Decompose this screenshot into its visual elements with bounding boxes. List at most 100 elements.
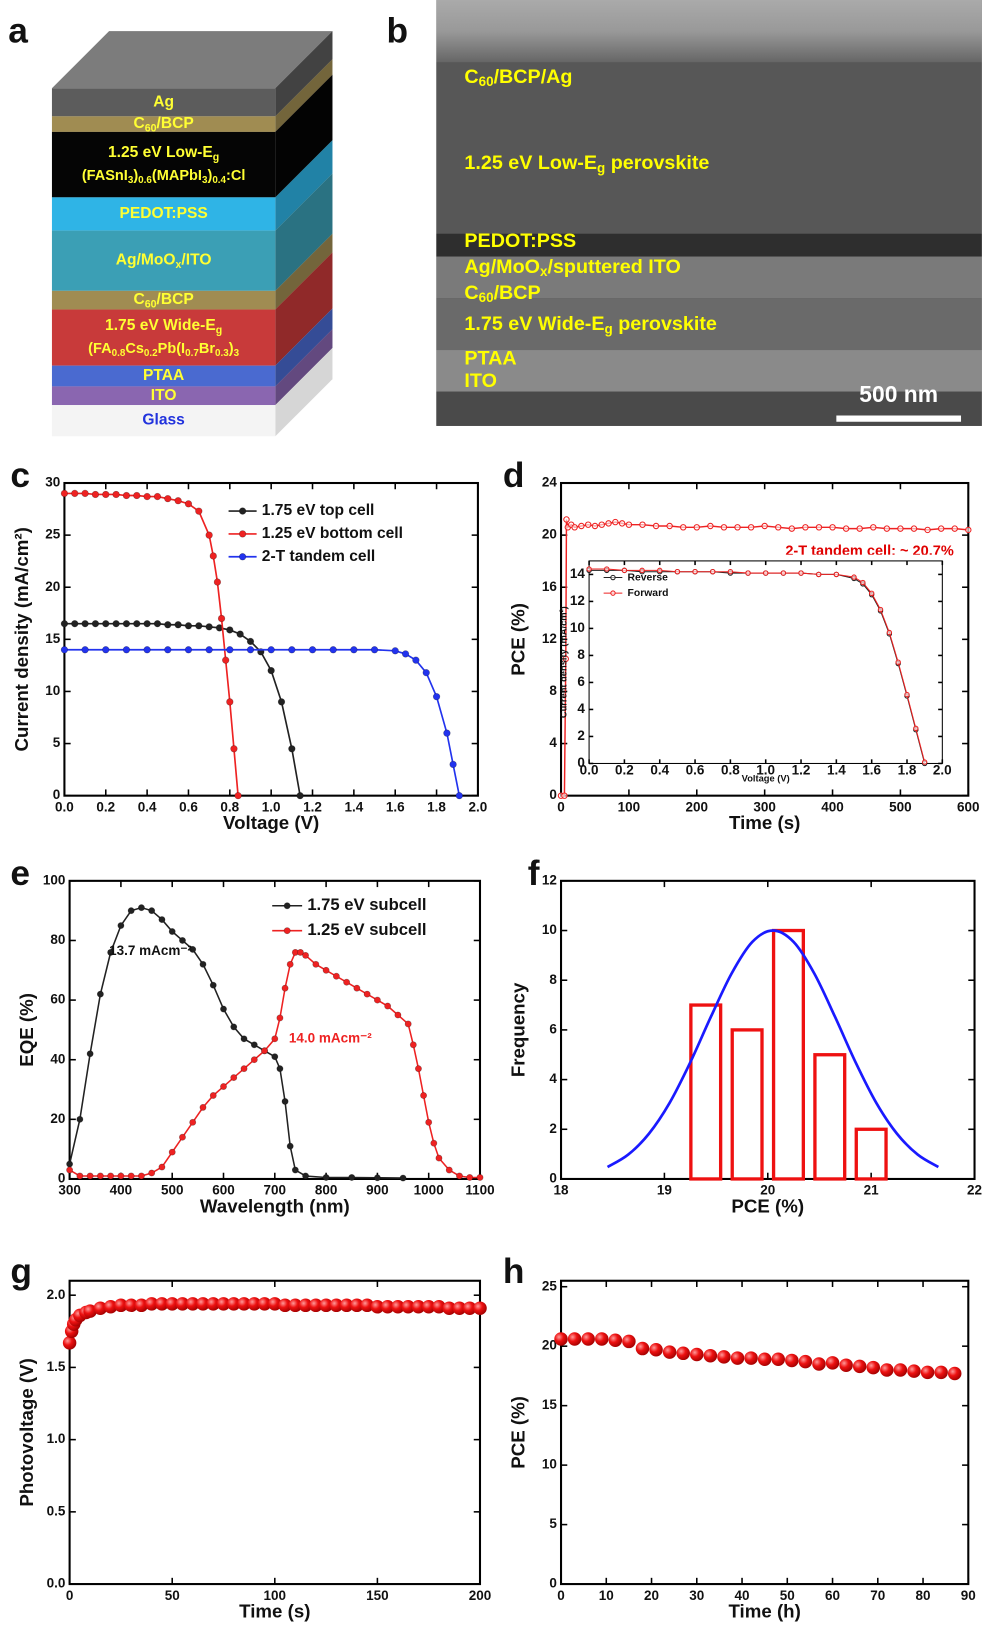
y-axis-label: Current density (mA/cm²) <box>11 527 32 751</box>
y-tick-label: 0 <box>577 755 585 770</box>
y-tick-label: 6 <box>577 674 585 689</box>
label-part: Pb(I <box>158 341 185 357</box>
layer-side <box>275 31 333 117</box>
data-point <box>598 521 605 528</box>
x-tick-label: 1.6 <box>862 763 881 778</box>
data-point <box>350 646 358 654</box>
data-point <box>102 490 110 499</box>
x-tick-label: 2.0 <box>469 799 488 814</box>
data-point <box>185 1297 200 1311</box>
data-point <box>710 569 716 575</box>
x-axis-label: Time (s) <box>239 1600 310 1621</box>
data-point <box>775 524 782 531</box>
data-point <box>422 669 430 677</box>
data-point <box>757 1352 772 1367</box>
label: (FASnI3)0.6(MAPbI3)0.4:Cl <box>82 168 246 186</box>
label-part: C <box>464 282 478 304</box>
label-part: perovskite <box>605 152 709 174</box>
data-point <box>904 691 910 698</box>
data-point <box>612 518 619 526</box>
label-part: 0.4 <box>212 175 226 186</box>
sem-image <box>436 0 982 426</box>
label-part: Ag/MoO <box>464 256 540 278</box>
layer-top-shade <box>51 31 333 89</box>
label-part: PEDOT:PSS <box>119 205 207 222</box>
data-point <box>744 1351 758 1365</box>
data-point <box>127 1172 135 1180</box>
x-tick-label: 400 <box>110 1183 133 1198</box>
data-point <box>812 1357 826 1371</box>
x-tick-label: 50 <box>165 1588 180 1603</box>
layer-side <box>275 252 333 366</box>
x-tick-label: 0.4 <box>650 763 669 778</box>
label-part: /ITO <box>181 252 211 269</box>
data-point <box>230 745 238 753</box>
data-point <box>143 620 151 628</box>
y-tick-label: 2 <box>577 728 585 743</box>
y-tick-label: 4 <box>549 735 557 750</box>
data-point <box>206 1297 220 1311</box>
data-point <box>415 1065 422 1073</box>
y-tick-label: 0 <box>549 1171 557 1186</box>
y-tick-label: 40 <box>50 1051 65 1066</box>
data-point <box>261 1047 268 1055</box>
label: Ag/MoOx/ITO <box>116 252 212 271</box>
x-tick-label: 600 <box>957 799 980 814</box>
y-tick-label: 14 <box>570 566 586 581</box>
label-part: 1.75 eV Wide-E <box>105 317 216 334</box>
y-tick-label: 0 <box>549 1576 557 1591</box>
y-tick-label: 5 <box>549 1516 557 1531</box>
data-point <box>60 646 69 654</box>
data-point <box>562 655 570 663</box>
data-point <box>353 984 361 992</box>
data-point <box>937 525 945 532</box>
layer-side-shade <box>275 347 333 437</box>
legend-label: Reverse <box>628 572 669 583</box>
data-point <box>462 1301 477 1315</box>
label-part: 0.8 <box>112 348 126 359</box>
x-tick-label: 100 <box>264 1588 287 1603</box>
x-tick-label: 0.8 <box>220 799 239 814</box>
data-point <box>179 937 186 944</box>
y-tick-label: 16 <box>542 579 558 594</box>
x-tick-label: 500 <box>161 1183 184 1198</box>
data-point <box>71 620 79 628</box>
x-axis-label: Time (h) <box>728 1600 800 1621</box>
layer <box>51 230 276 291</box>
label-part: 0.7 <box>185 348 199 359</box>
data-point <box>237 1297 251 1311</box>
y-tick-label: 6 <box>549 1021 557 1036</box>
histogram-bar <box>730 1028 764 1181</box>
x-tick-label: 600 <box>212 1183 235 1198</box>
y-axis-label: Photovoltage (V) <box>16 1358 37 1506</box>
x-tick-label: 0.2 <box>615 763 634 778</box>
x-tick-label: 300 <box>753 799 776 814</box>
x-tick-label: 80 <box>916 1588 931 1603</box>
scale-bar-label: 500 nm <box>859 381 938 407</box>
data-point <box>91 620 100 628</box>
data-point <box>226 698 234 706</box>
data-point <box>117 1172 125 1180</box>
data-point <box>155 1297 169 1311</box>
plot-frame <box>559 1279 970 1586</box>
panel-label: b <box>386 12 408 51</box>
legend-marker <box>610 574 616 581</box>
data-point <box>195 622 203 630</box>
data-point <box>425 1118 433 1126</box>
data-point <box>66 1166 74 1174</box>
label: PTAA <box>464 348 516 370</box>
data-point <box>745 570 751 576</box>
x-tick-label: 1.2 <box>792 763 811 778</box>
label: C60/BCP <box>464 282 540 304</box>
label: C60/BCP <box>133 291 193 310</box>
y-tick-label: 10 <box>542 1457 557 1472</box>
data-point <box>584 521 592 528</box>
data-point <box>268 1297 282 1311</box>
data-point <box>571 524 578 531</box>
x-tick-label: 200 <box>686 799 709 814</box>
legend-label: 1.25 eV bottom cell <box>262 525 403 542</box>
plot-frame <box>68 1279 482 1586</box>
data-point <box>883 525 891 532</box>
y-tick-label: 80 <box>50 932 65 947</box>
